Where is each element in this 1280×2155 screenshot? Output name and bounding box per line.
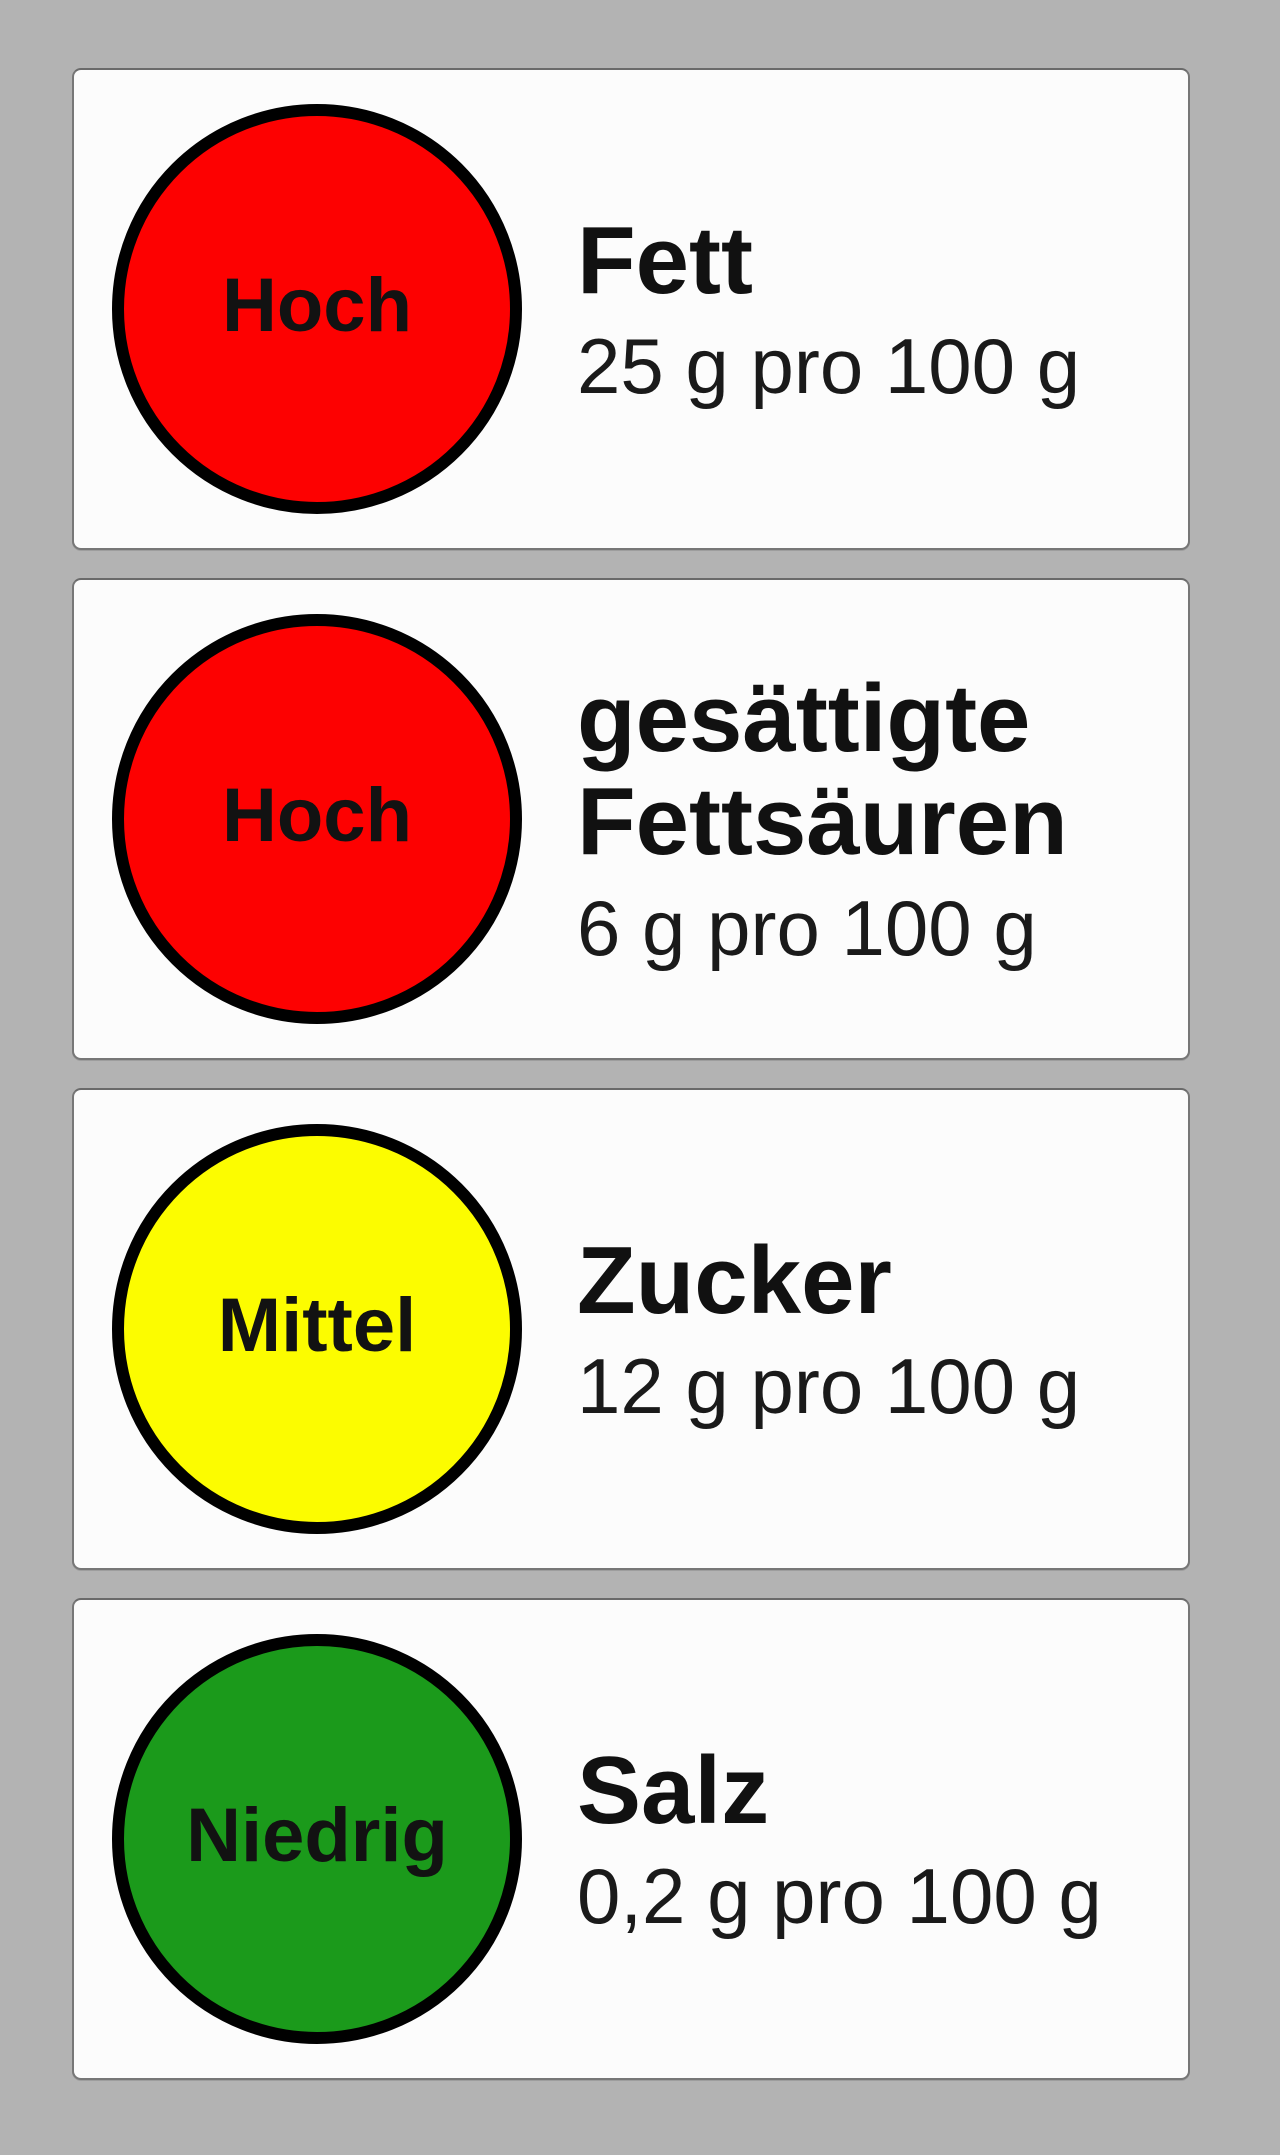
- nutrient-amount: 0,2 g pro 100 g: [577, 1852, 1102, 1941]
- nutrient-amount: 6 g pro 100 g: [577, 883, 1037, 972]
- nutrient-card-salz: Niedrig Salz 0,2 g pro 100 g: [72, 1598, 1190, 2080]
- nutrient-card-fett: Hoch Fett 25 g pro 100 g: [72, 68, 1190, 550]
- nutrient-name: Fett: [577, 206, 753, 314]
- nutrient-card-gesaettigte-fettsaeuren: Hoch gesättigte Fettsäuren 6 g pro 100 g: [72, 578, 1190, 1060]
- nutrient-card-zucker: Mittel Zucker 12 g pro 100 g: [72, 1088, 1190, 1570]
- nutrient-amount: 25 g pro 100 g: [577, 322, 1081, 411]
- level-label: Mittel: [217, 1282, 417, 1368]
- level-label: Hoch: [222, 772, 412, 858]
- traffic-light-high-icon: Hoch: [112, 104, 522, 514]
- traffic-light-label: Hoch Fett 25 g pro 100 g Hoch gesättigte…: [72, 68, 1190, 2080]
- nutrient-amount: 12 g pro 100 g: [577, 1342, 1081, 1431]
- nutrient-name: gesättigte Fettsäuren: [577, 665, 1068, 876]
- nutrient-name: Salz: [577, 1736, 770, 1844]
- level-label: Niedrig: [186, 1792, 448, 1878]
- nutrient-info: Zucker 12 g pro 100 g: [577, 1226, 1187, 1431]
- nutrient-info: Fett 25 g pro 100 g: [577, 206, 1187, 411]
- traffic-light-low-icon: Niedrig: [112, 1634, 522, 2044]
- nutrient-name: Zucker: [577, 1226, 892, 1334]
- level-label: Hoch: [222, 262, 412, 348]
- traffic-light-high-icon: Hoch: [112, 614, 522, 1024]
- nutrient-info: Salz 0,2 g pro 100 g: [577, 1736, 1187, 1941]
- nutrient-info: gesättigte Fettsäuren 6 g pro 100 g: [577, 665, 1187, 972]
- traffic-light-medium-icon: Mittel: [112, 1124, 522, 1534]
